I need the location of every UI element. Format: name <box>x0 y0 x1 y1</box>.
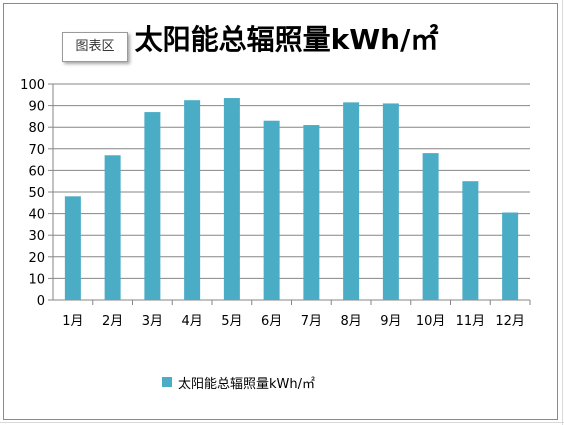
sheet-gridline <box>0 422 564 423</box>
x-tick-label: 3月 <box>142 314 163 329</box>
plot-area[interactable]: 0 10 20 30 40 50 60 70 80 90 100 1月 2月 3月 4月 5月 6月 7月 8月 9月… <box>4 4 559 421</box>
bar <box>104 155 121 300</box>
y-tick-label: 50 <box>28 186 45 201</box>
y-tick-label: 40 <box>28 208 45 223</box>
y-tick-label: 100 <box>20 78 45 93</box>
y-tick-label: 20 <box>28 251 45 266</box>
x-tick-label: 5月 <box>221 314 242 329</box>
bar <box>382 103 399 300</box>
y-tick-label: 90 <box>28 100 45 115</box>
y-tick-label: 60 <box>28 164 45 179</box>
x-tick-label: 10月 <box>416 314 446 329</box>
chart-title[interactable]: 太阳能总辐照量kWh/㎡ <box>134 23 439 56</box>
bar <box>462 181 479 300</box>
x-tick-label: 9月 <box>380 314 401 329</box>
chart-area[interactable]: 太阳能总辐照量kWh/㎡ 0 10 20 30 40 50 60 70 80 90 100 1月 2月 3… <box>3 3 558 420</box>
x-tick-label: 4月 <box>181 314 202 329</box>
x-tick-label: 12月 <box>495 314 525 329</box>
x-tick-label: 1月 <box>62 314 83 329</box>
bar <box>223 98 240 300</box>
x-tick-label: 6月 <box>261 314 282 329</box>
bar <box>184 100 201 300</box>
legend-label: 太阳能总辐照量kWh/㎡ <box>178 376 316 392</box>
legend[interactable]: 太阳能总辐照量kWh/㎡ <box>162 372 315 392</box>
bar <box>263 120 280 300</box>
y-tick-label: 80 <box>28 121 45 136</box>
y-tick-label: 0 <box>37 294 45 309</box>
legend-swatch <box>162 377 172 387</box>
y-tick-label: 70 <box>28 143 45 158</box>
y-tick-label: 10 <box>28 272 45 287</box>
bar <box>343 102 360 300</box>
bar <box>303 125 320 300</box>
bar <box>64 196 81 300</box>
x-tick-label: 2月 <box>102 314 123 329</box>
chart-area-tooltip: 图表区 <box>62 32 128 62</box>
bar <box>144 112 161 300</box>
x-tick-label: 7月 <box>301 314 322 329</box>
y-tick-label: 30 <box>28 229 45 244</box>
sheet-gridline <box>562 0 563 425</box>
bar <box>502 212 519 300</box>
x-tick-label: 8月 <box>340 314 361 329</box>
x-tick-label: 11月 <box>456 314 486 329</box>
bar <box>422 153 439 300</box>
